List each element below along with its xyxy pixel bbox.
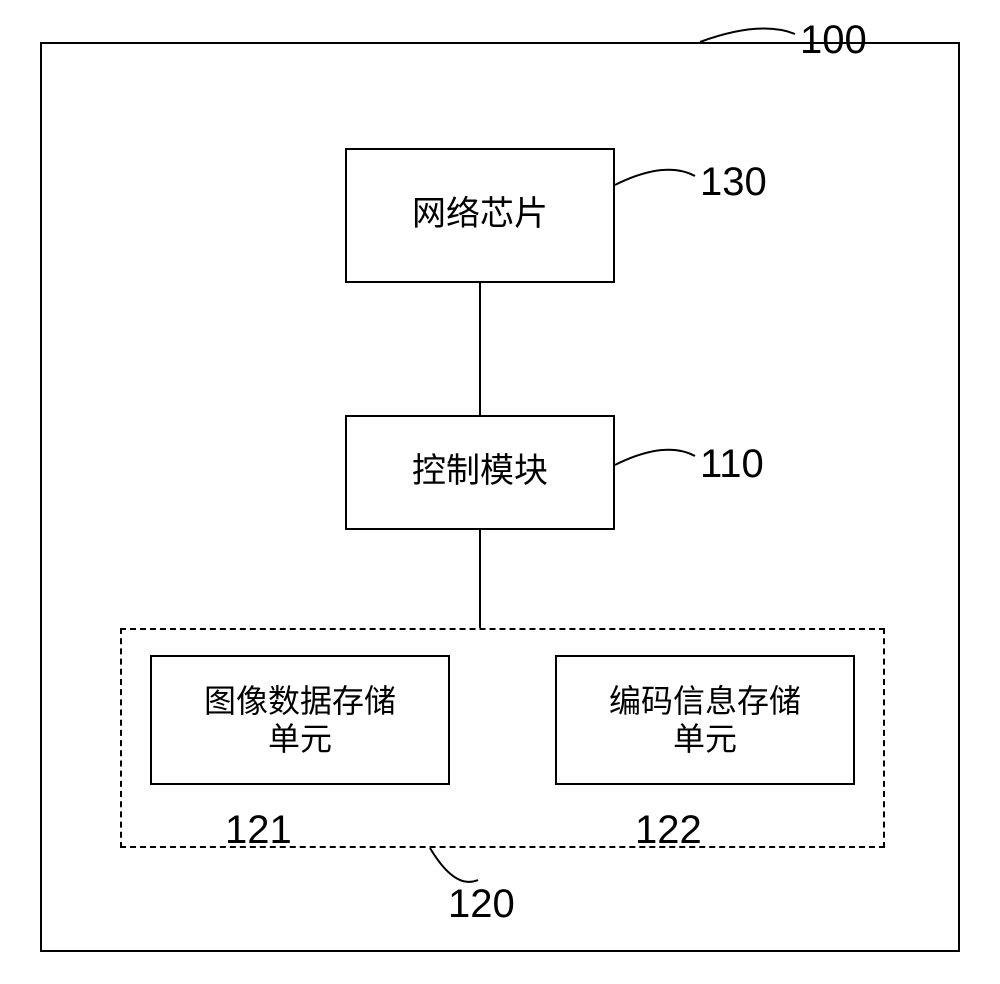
ref-121: 121: [225, 808, 292, 853]
node-network-chip-text: 网络芯片: [412, 195, 548, 236]
ref-110: 110: [700, 442, 764, 487]
ref-122: 122: [635, 808, 702, 853]
leader-100: [700, 29, 795, 42]
node-image-storage-line2: 单元: [268, 720, 332, 758]
node-image-storage: 图像数据存储 单元: [150, 655, 450, 785]
node-code-storage-line2: 单元: [673, 720, 737, 758]
diagram-canvas: 网络芯片 控制模块 图像数据存储 单元 编码信息存储 单元 100 130 11…: [0, 0, 1000, 984]
ref-130: 130: [700, 160, 767, 205]
ref-100: 100: [800, 18, 867, 63]
node-code-storage-line1: 编码信息存储: [609, 682, 801, 720]
node-control-module-text: 控制模块: [412, 452, 548, 493]
node-image-storage-line1: 图像数据存储: [204, 682, 396, 720]
node-control-module: 控制模块: [345, 415, 615, 530]
ref-120: 120: [448, 882, 515, 927]
node-network-chip: 网络芯片: [345, 148, 615, 283]
node-code-storage: 编码信息存储 单元: [555, 655, 855, 785]
